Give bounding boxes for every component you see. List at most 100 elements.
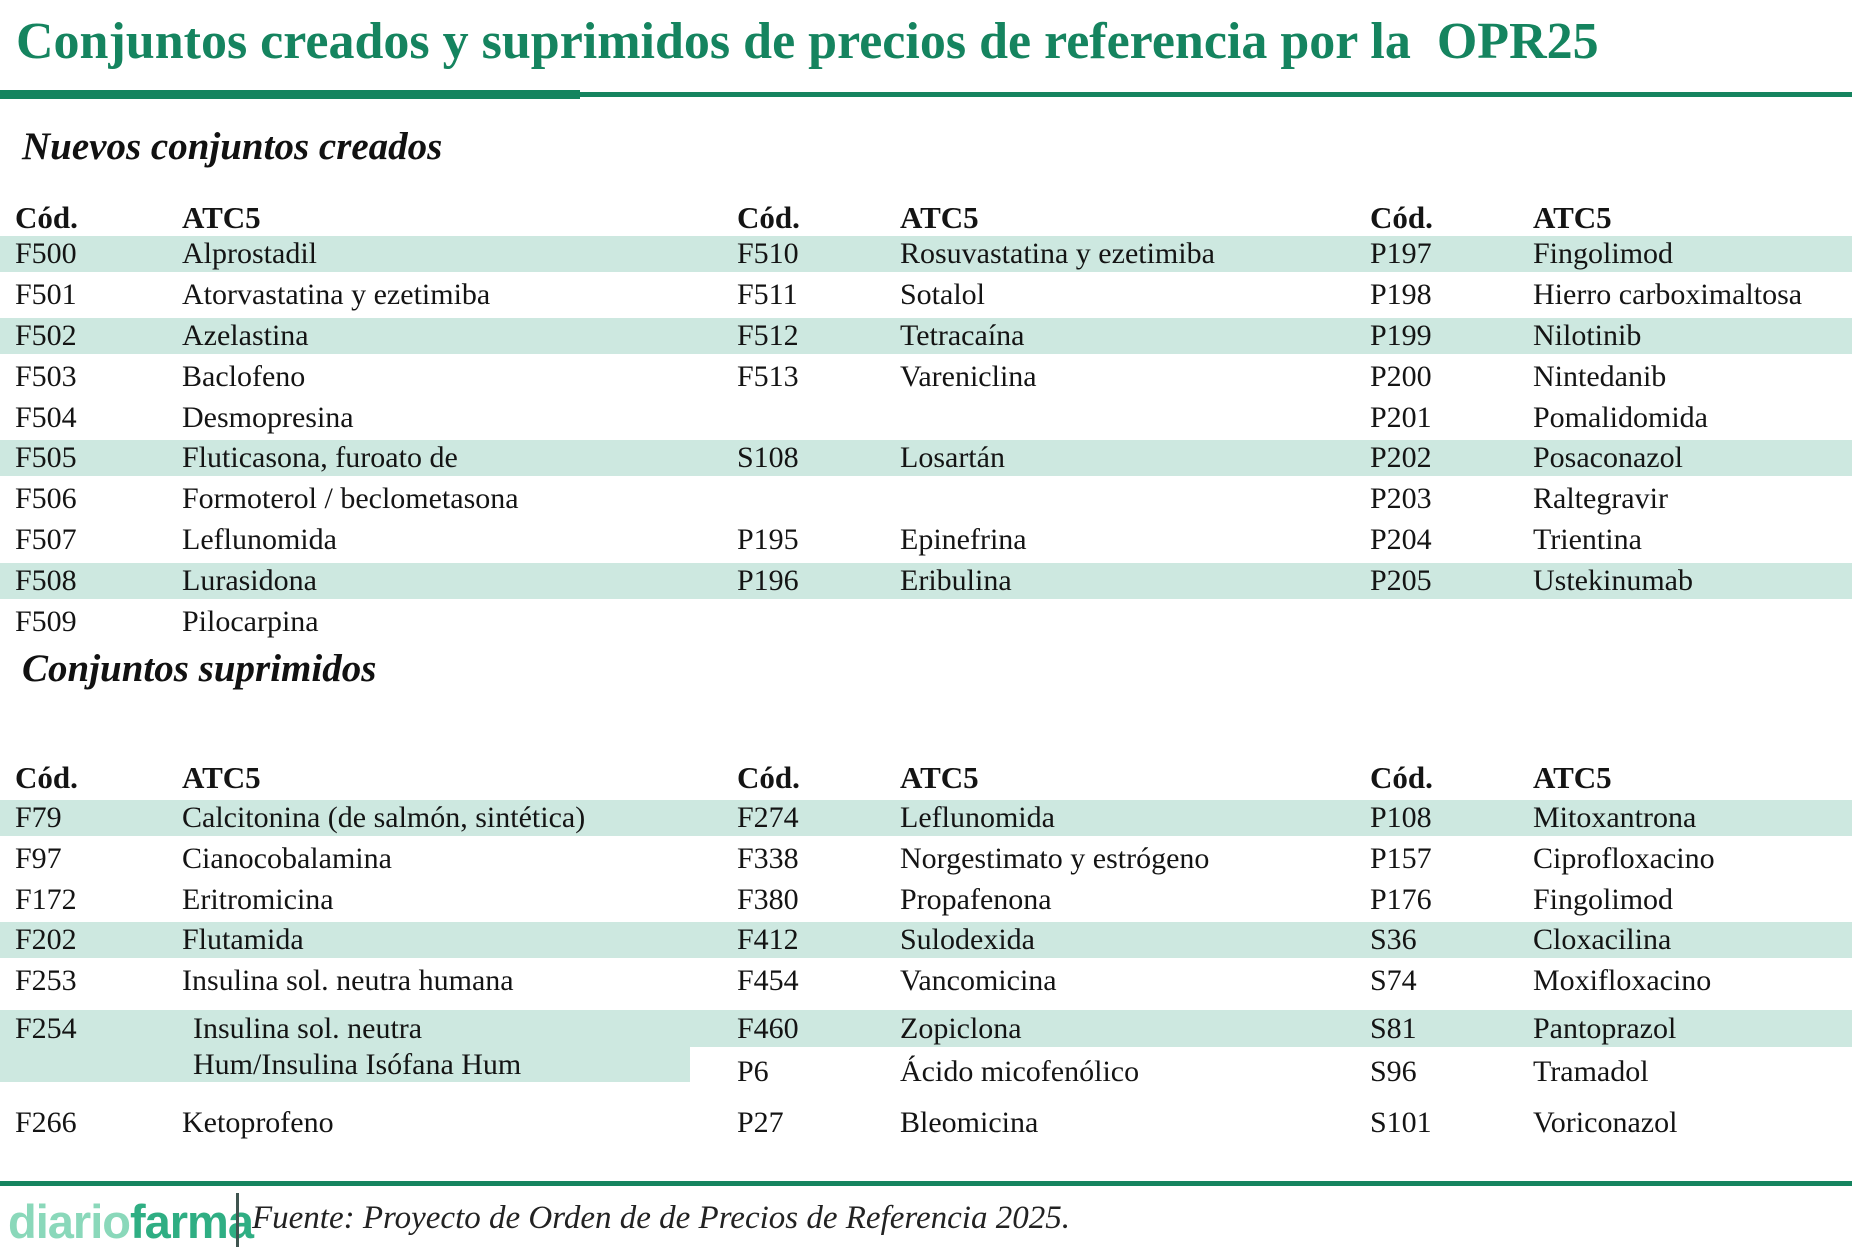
code-cell: F505	[15, 441, 77, 474]
column-header-atc5: ATC5	[1533, 200, 1612, 235]
code-cell: P200	[1370, 360, 1432, 393]
code-cell: F513	[737, 360, 799, 393]
section-heading-suppressed: Conjuntos suprimidos	[22, 647, 377, 690]
code-cell: P203	[1370, 482, 1432, 515]
table-row: F508 Lurasidona P196 Eribulina P205 Uste…	[0, 563, 1852, 599]
code-cell: F502	[15, 319, 77, 352]
code-cell: F338	[737, 842, 799, 875]
code-cell: S96	[1370, 1055, 1417, 1088]
code-cell: P197	[1370, 237, 1432, 270]
table-row: F506 Formoterol / beclometasona P203 Ral…	[0, 481, 1852, 517]
atc5-cell: Ustekinumab	[1533, 564, 1693, 597]
code-cell: P108	[1370, 801, 1432, 834]
column-header-code: Cód.	[737, 200, 800, 235]
code-cell: S101	[1370, 1106, 1432, 1139]
column-header-atc5: ATC5	[182, 200, 261, 235]
column-header-atc5: ATC5	[900, 760, 979, 795]
code-cell: P195	[737, 523, 799, 556]
code-cell: P27	[737, 1106, 784, 1139]
atc5-cell: Pilocarpina	[182, 605, 319, 638]
atc5-cell: Azelastina	[182, 319, 309, 352]
code-cell: F511	[737, 278, 798, 311]
code-cell: F253	[15, 964, 77, 997]
atc5-cell: Voriconazol	[1533, 1106, 1678, 1139]
column-header-code: Cód.	[1370, 200, 1433, 235]
table-row: F500 Alprostadil F510 Rosuvastatina y ez…	[0, 236, 1852, 272]
code-cell: F266	[15, 1106, 77, 1139]
code-cell: F506	[15, 482, 77, 515]
atc5-cell: Lurasidona	[182, 564, 317, 597]
column-header-code: Cód.	[15, 200, 78, 235]
atc5-cell: Eritromicina	[182, 883, 334, 916]
footer-rule	[0, 1181, 1852, 1186]
code-cell: F274	[737, 801, 799, 834]
atc5-cell: Cloxacilina	[1533, 923, 1672, 956]
table-row: F505 Fluticasona, furoato de S108 Losart…	[0, 440, 1852, 476]
table-row: F504 Desmopresina P201 Pomalidomida	[0, 400, 1852, 436]
suppressed-header-row: Cód. ATC5 Cód. ATC5 Cód. ATC5	[0, 760, 1852, 796]
logo-diario: diario	[8, 1195, 131, 1247]
atc5-cell: Fluticasona, furoato de	[182, 441, 458, 474]
atc5-cell: Bleomicina	[900, 1106, 1039, 1139]
source-text: Fuente: Proyecto de Orden de de Precios …	[252, 1200, 1070, 1236]
atc5-cell: Nintedanib	[1533, 360, 1667, 393]
atc5-cell: Leflunomida	[900, 801, 1055, 834]
table-row: F501 Atorvastatina y ezetimiba F511 Sota…	[0, 277, 1852, 313]
table-row: F253 Insulina sol. neutra humana F454 Va…	[0, 963, 1852, 999]
atc5-cell: Ácido micofenólico	[900, 1055, 1140, 1088]
code-cell: P205	[1370, 564, 1432, 597]
atc5-cell: Baclofeno	[182, 360, 306, 393]
atc5-cell: Propafenona	[900, 883, 1052, 916]
code-cell: F380	[737, 883, 799, 916]
table-row-f254: F254 Insulina sol. neutra F460 Zopiclona…	[0, 1010, 1852, 1047]
atc5-cell: Ketoprofeno	[182, 1106, 334, 1139]
code-cell: S74	[1370, 964, 1417, 997]
code-cell: S81	[1370, 1012, 1417, 1045]
page-title: Conjuntos creados y suprimidos de precio…	[16, 13, 1599, 70]
atc5-cell: Formoterol / beclometasona	[182, 482, 519, 515]
atc5-cell: Pantoprazol	[1533, 1012, 1677, 1045]
table-row: F97 Cianocobalamina F338 Norgestimato y …	[0, 841, 1852, 877]
atc5-cell: Eribulina	[900, 564, 1012, 597]
atc5-cell: Vancomicina	[900, 964, 1057, 997]
column-header-code: Cód.	[737, 760, 800, 795]
atc5-cell: Alprostadil	[182, 237, 317, 270]
table-row: F509 Pilocarpina	[0, 604, 1852, 640]
table-row: F79 Calcitonina (de salmón, sintética) F…	[0, 800, 1852, 836]
table-row: F266 Ketoprofeno P27 Bleomicina S101 Vor…	[0, 1105, 1852, 1141]
code-cell: F500	[15, 237, 77, 270]
section-heading-created: Nuevos conjuntos creados	[22, 125, 443, 168]
code-cell: P202	[1370, 441, 1432, 474]
atc5-cell: Losartán	[900, 441, 1005, 474]
created-header-row: Cód. ATC5 Cód. ATC5 Cód. ATC5	[0, 200, 1852, 236]
column-header-atc5: ATC5	[182, 760, 261, 795]
code-cell: P199	[1370, 319, 1432, 352]
column-header-atc5: ATC5	[900, 200, 979, 235]
code-cell: P204	[1370, 523, 1432, 556]
table-row: F507 Leflunomida P195 Epinefrina P204 Tr…	[0, 522, 1852, 558]
code-cell: P196	[737, 564, 799, 597]
code-cell: F507	[15, 523, 77, 556]
column-header-atc5: ATC5	[1533, 760, 1612, 795]
atc5-cell: Desmopresina	[182, 401, 354, 434]
atc5-cell: Zopiclona	[900, 1012, 1022, 1045]
code-cell: P176	[1370, 883, 1432, 916]
code-cell: F454	[737, 964, 799, 997]
code-cell: F512	[737, 319, 799, 352]
atc5-cell-line1: Insulina sol. neutra	[193, 1012, 423, 1045]
atc5-cell: Sulodexida	[900, 923, 1035, 956]
atc5-cell: Hierro carboximaltosa	[1533, 278, 1803, 311]
code-cell: F202	[15, 923, 77, 956]
table-row: F202 Flutamida F412 Sulodexida S36 Cloxa…	[0, 922, 1852, 958]
code-cell: S108	[737, 441, 799, 474]
atc5-cell: Flutamida	[182, 923, 304, 956]
atc5-cell: Epinefrina	[900, 523, 1027, 556]
table-row-f254-continuation: Hum/Insulina Isófana Hum	[0, 1047, 690, 1082]
atc5-cell: Tetracaína	[900, 319, 1025, 352]
atc5-cell: Raltegravir	[1533, 482, 1668, 515]
atc5-cell: Pomalidomida	[1533, 401, 1708, 434]
code-cell: F79	[15, 801, 62, 834]
code-cell: F504	[15, 401, 77, 434]
footer-separator	[236, 1193, 239, 1247]
code-cell: F501	[15, 278, 77, 311]
